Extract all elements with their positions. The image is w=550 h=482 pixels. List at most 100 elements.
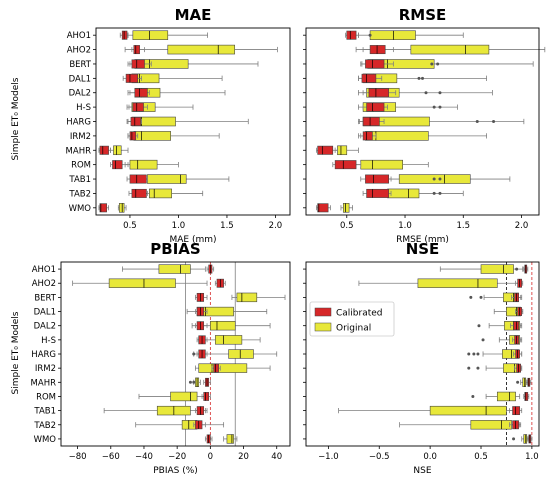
calibrated-box — [317, 145, 334, 155]
x-tick-label: 0 — [208, 452, 213, 462]
x-tick-label: 1.5 — [457, 221, 471, 231]
y-tick-label: H-S — [41, 336, 56, 346]
original-outlier — [432, 191, 436, 195]
original-box — [149, 188, 172, 199]
calibrated-box — [99, 203, 107, 213]
panel-nse: NSE −1.0 −0.5 0.0 0.5 1.0 NSE — [303, 240, 540, 476]
calibrated-box — [369, 45, 386, 55]
y-tick-label: HARG — [66, 118, 91, 128]
calibrated-box — [125, 73, 139, 83]
original-box — [387, 188, 420, 199]
calibrated-box — [365, 59, 385, 69]
original-box — [342, 203, 350, 213]
calibrated-outlier — [192, 352, 196, 356]
x-tick-label: 1.0 — [398, 221, 412, 231]
calibrated-box — [134, 88, 148, 98]
y-axis-label-top: Simple ET₀ Models — [11, 77, 21, 160]
y-tick-label: AHO1 — [32, 265, 56, 275]
y-tick-label: ROM — [71, 161, 91, 171]
x-tick-label: 0.5 — [123, 221, 137, 231]
calibrated-box — [513, 321, 519, 331]
original-box — [360, 159, 403, 170]
original-outlier — [192, 380, 196, 384]
legend: Calibrated Original — [309, 301, 395, 337]
original-box — [158, 264, 191, 274]
original-outlier — [424, 91, 428, 95]
original-outlier — [436, 62, 440, 66]
original-box — [522, 377, 527, 387]
original-outlier — [476, 352, 480, 356]
calibrated-box — [129, 174, 147, 184]
original-outlier — [475, 120, 479, 123]
y-tick-label: BERT — [34, 293, 56, 303]
original-box — [215, 335, 243, 345]
original-box — [523, 434, 528, 444]
y-tick-label: H-S — [76, 103, 91, 113]
original-box — [210, 321, 236, 331]
original-outlier — [438, 91, 442, 95]
original-outlier — [432, 177, 436, 181]
original-outlier — [421, 76, 424, 80]
panel-title: MAE — [175, 6, 212, 24]
x-axis-label: PBIAS (%) — [153, 466, 198, 476]
y-tick-label: MAHR — [31, 378, 57, 388]
original-box — [496, 391, 516, 402]
x-tick-label: −40 — [135, 452, 153, 462]
x-tick-label: 2.0 — [269, 221, 283, 231]
y-axis-label-bottom: Simple ET₀ Models — [11, 311, 21, 394]
original-box — [198, 363, 248, 373]
original-outlier — [516, 380, 520, 384]
original-outlier — [469, 295, 473, 299]
panel-pbias: PBIAS −80 −60 −40 −20 0 20 40 PBIAS (%) AHO1 AHO2 B… — [31, 240, 291, 476]
original-box — [369, 30, 416, 40]
x-tick-label: 0.5 — [474, 452, 488, 462]
original-box — [236, 292, 258, 303]
original-outlier — [430, 62, 434, 66]
y-tick-label: DAL1 — [34, 308, 56, 318]
legend-label: Calibrated — [336, 309, 383, 319]
calibrated-box — [366, 188, 390, 198]
x-tick-label: 20 — [238, 452, 249, 462]
legend-label: Original — [336, 324, 371, 334]
y-tick-label: AHO1 — [67, 31, 91, 41]
legend-swatch — [314, 307, 332, 317]
legend-swatch — [314, 322, 332, 332]
calibrated-box — [131, 188, 147, 198]
y-tick-label: ROM — [36, 392, 56, 402]
y-tick-label: IRM2 — [35, 364, 56, 374]
x-tick-label: −20 — [168, 452, 186, 462]
calibrated-box — [99, 145, 109, 155]
x-tick-label: 0.0 — [423, 452, 437, 462]
y-tick-label: WMO — [34, 435, 57, 445]
x-tick-label: 2.0 — [515, 221, 529, 231]
calibrated-box — [112, 160, 123, 170]
y-tick-label: HARG — [31, 350, 56, 360]
original-outlier — [471, 394, 475, 398]
calibrated-box — [362, 131, 373, 141]
calibrated-box — [131, 59, 145, 69]
calibrated-box — [213, 363, 219, 373]
original-outlier — [481, 338, 485, 342]
original-box — [470, 420, 512, 430]
original-box — [228, 349, 254, 359]
original-outlier — [479, 295, 483, 299]
original-outlier — [188, 380, 192, 384]
calibrated-box — [368, 88, 390, 98]
x-axis-label: RMSE (mm) — [396, 235, 449, 245]
original-outlier — [467, 366, 471, 370]
original-outlier — [472, 352, 476, 356]
x-axis-label: NSE — [413, 466, 431, 476]
calibrated-box — [366, 102, 385, 112]
y-tick-label: TAB2 — [33, 421, 56, 431]
calibrated-outlier — [368, 33, 372, 37]
calibrated-box — [130, 117, 141, 126]
calibrated-box — [362, 117, 380, 126]
y-tick-label: BERT — [69, 60, 91, 70]
y-tick-label: DAL2 — [69, 89, 91, 99]
x-tick-label: 1.0 — [172, 221, 186, 231]
y-tick-label: TAB2 — [68, 189, 91, 199]
x-tick-label: −80 — [69, 452, 87, 462]
x-tick-label: −60 — [102, 452, 120, 462]
original-box — [480, 264, 514, 274]
